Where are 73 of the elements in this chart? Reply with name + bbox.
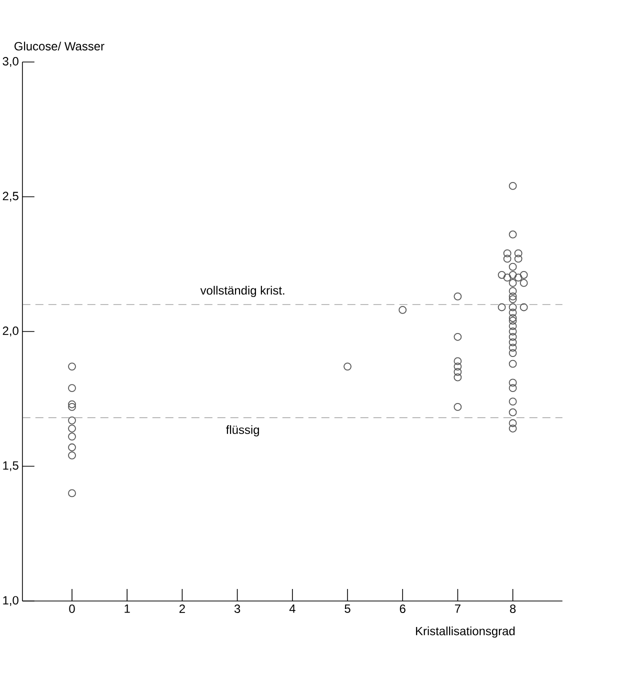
point [508,360,517,368]
point [68,384,76,392]
point [454,362,462,370]
x-tick-label: 3 [234,604,240,613]
x-tick-label: 7 [455,604,460,613]
point [508,292,517,300]
y-tick-label: 2,5 [2,192,18,202]
y-tick-label: 2,0 [2,326,18,336]
point [508,316,517,325]
point [520,279,528,287]
point [508,384,517,392]
x-tick-label: 1 [124,604,130,613]
point [508,279,517,287]
point [508,308,517,317]
point [68,424,76,432]
point [514,274,522,282]
point [508,349,517,358]
point [454,332,462,341]
x-tick-label: 4 [289,604,296,613]
point [508,270,517,279]
point [344,362,352,370]
point [508,230,517,238]
point [508,338,517,346]
point [68,489,76,498]
point [68,432,76,441]
ref-line-label: flüssig [226,425,259,436]
y-axis-title: Glucose/ Wasser [14,42,104,50]
point [514,249,522,258]
point [454,292,462,300]
ref-line-label: vollständig krist. [200,286,284,298]
x-tick-label: 5 [344,604,350,613]
point [508,344,517,352]
point [454,403,462,411]
point [520,303,528,312]
point [508,332,517,341]
point [68,362,76,370]
point [508,419,517,428]
point [454,357,462,366]
point [68,452,76,460]
x-tick-label: 0 [69,604,75,613]
point [508,295,517,304]
y-tick-label: 3,0 [2,57,18,67]
point [68,400,76,408]
point [454,368,462,376]
point [68,403,76,411]
point [508,424,517,432]
x-tick-label: 6 [400,604,406,613]
point [508,287,517,296]
point [398,306,407,314]
point [514,254,522,263]
point [508,378,517,387]
point [508,303,517,312]
point [68,416,76,424]
point [498,303,506,312]
x-tick-label: 2 [179,604,185,613]
point [520,270,528,279]
y-tick-label: 1,5 [3,461,18,472]
point [503,254,512,263]
x-tick-label: 8 [510,604,516,613]
point [508,182,517,190]
point [508,262,517,271]
point [508,408,517,416]
point [68,443,76,452]
point [498,270,506,279]
point [454,373,462,382]
point [508,328,517,336]
point [508,398,517,406]
point [508,314,517,322]
point [503,249,512,258]
point [508,322,517,330]
point [503,274,512,282]
x-axis-title: Kristallisationsgrad [416,626,515,638]
y-tick-label: 1,0 [3,596,18,606]
